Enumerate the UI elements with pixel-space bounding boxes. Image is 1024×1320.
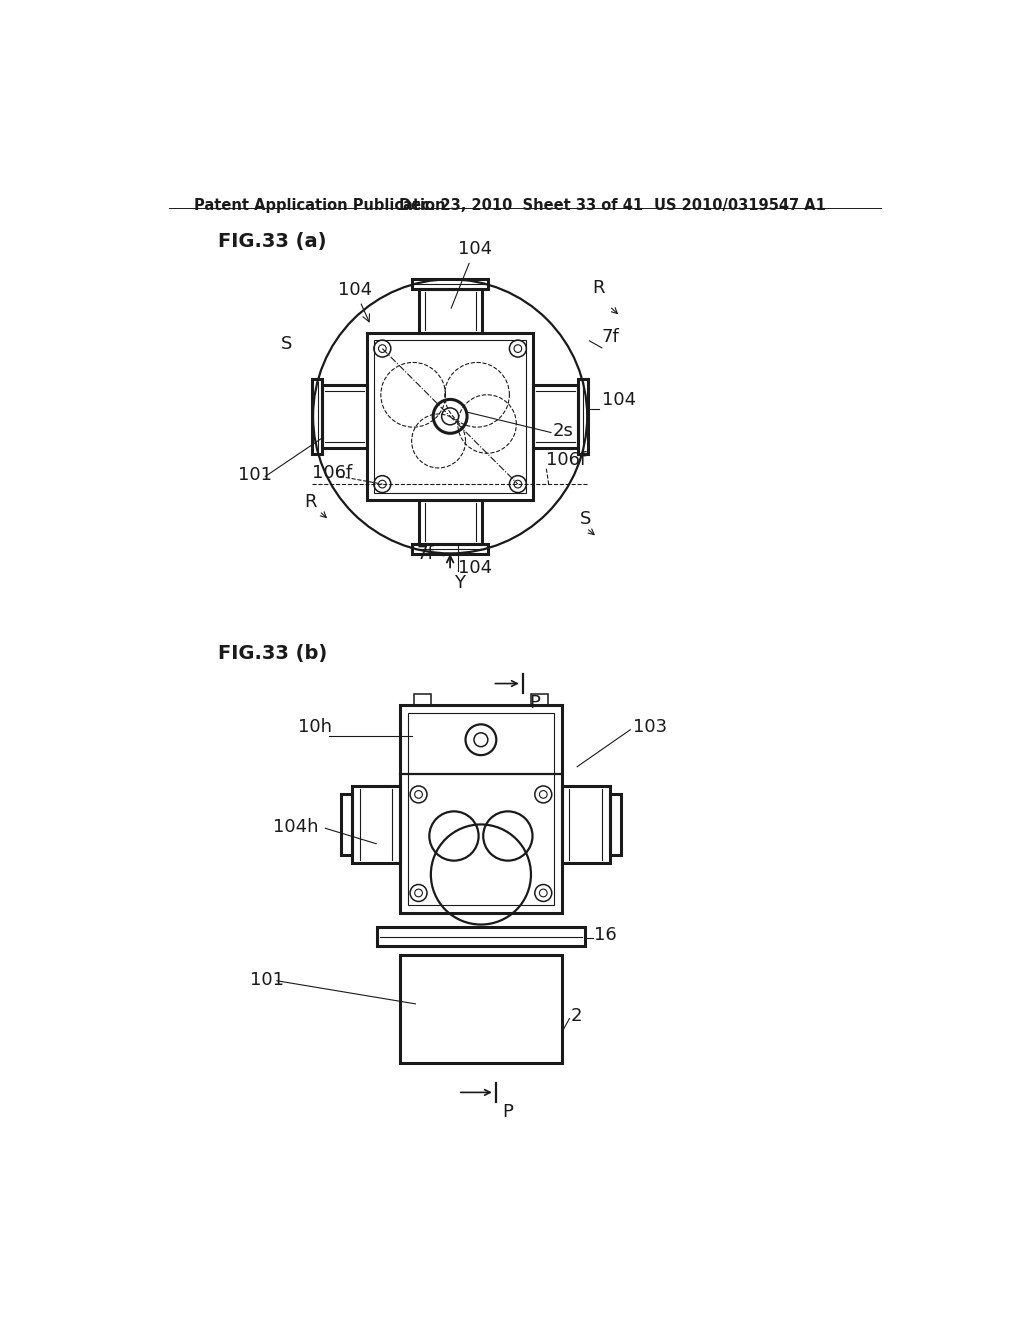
Text: 106f: 106f xyxy=(311,463,352,482)
Bar xyxy=(413,544,487,554)
Bar xyxy=(377,927,585,946)
Text: 106f: 106f xyxy=(547,451,587,469)
Text: 104: 104 xyxy=(338,281,372,322)
Text: 104: 104 xyxy=(452,240,492,309)
Text: P: P xyxy=(529,694,541,713)
Text: 10h: 10h xyxy=(298,718,333,737)
Text: S: S xyxy=(580,510,591,528)
Text: 2: 2 xyxy=(571,1007,583,1024)
Text: 103: 103 xyxy=(633,718,667,737)
Bar xyxy=(419,289,481,333)
Text: 16: 16 xyxy=(594,925,616,944)
Text: 104: 104 xyxy=(602,391,636,409)
Text: 101: 101 xyxy=(239,466,272,484)
Text: P: P xyxy=(503,1104,513,1121)
Bar xyxy=(413,279,487,289)
Text: US 2010/0319547 A1: US 2010/0319547 A1 xyxy=(654,198,826,214)
Text: S: S xyxy=(281,335,292,354)
Text: FIG.33 (b): FIG.33 (b) xyxy=(217,644,327,663)
Text: 101: 101 xyxy=(250,970,284,989)
Text: 7f: 7f xyxy=(602,327,620,346)
Text: Patent Application Publication: Patent Application Publication xyxy=(195,198,446,214)
Text: Dec. 23, 2010  Sheet 33 of 41: Dec. 23, 2010 Sheet 33 of 41 xyxy=(398,198,643,214)
Bar xyxy=(312,379,323,454)
Bar xyxy=(400,956,562,1063)
Bar xyxy=(374,341,526,492)
Bar xyxy=(534,385,578,447)
Bar xyxy=(352,785,400,863)
Bar xyxy=(562,785,609,863)
Text: R: R xyxy=(304,494,316,511)
Bar xyxy=(400,705,562,913)
Text: 7f: 7f xyxy=(417,545,435,562)
Text: 2s: 2s xyxy=(553,421,573,440)
Text: 104: 104 xyxy=(458,560,492,577)
Bar xyxy=(323,385,367,447)
Text: 104h: 104h xyxy=(273,818,318,836)
Bar xyxy=(341,793,352,855)
Bar xyxy=(408,713,554,906)
Text: FIG.33 (a): FIG.33 (a) xyxy=(217,232,326,251)
Bar xyxy=(609,793,621,855)
Bar xyxy=(414,694,431,705)
Bar xyxy=(531,694,548,705)
Text: R: R xyxy=(593,279,605,297)
Bar xyxy=(578,379,588,454)
Bar xyxy=(419,499,481,544)
Text: Y: Y xyxy=(454,574,465,593)
